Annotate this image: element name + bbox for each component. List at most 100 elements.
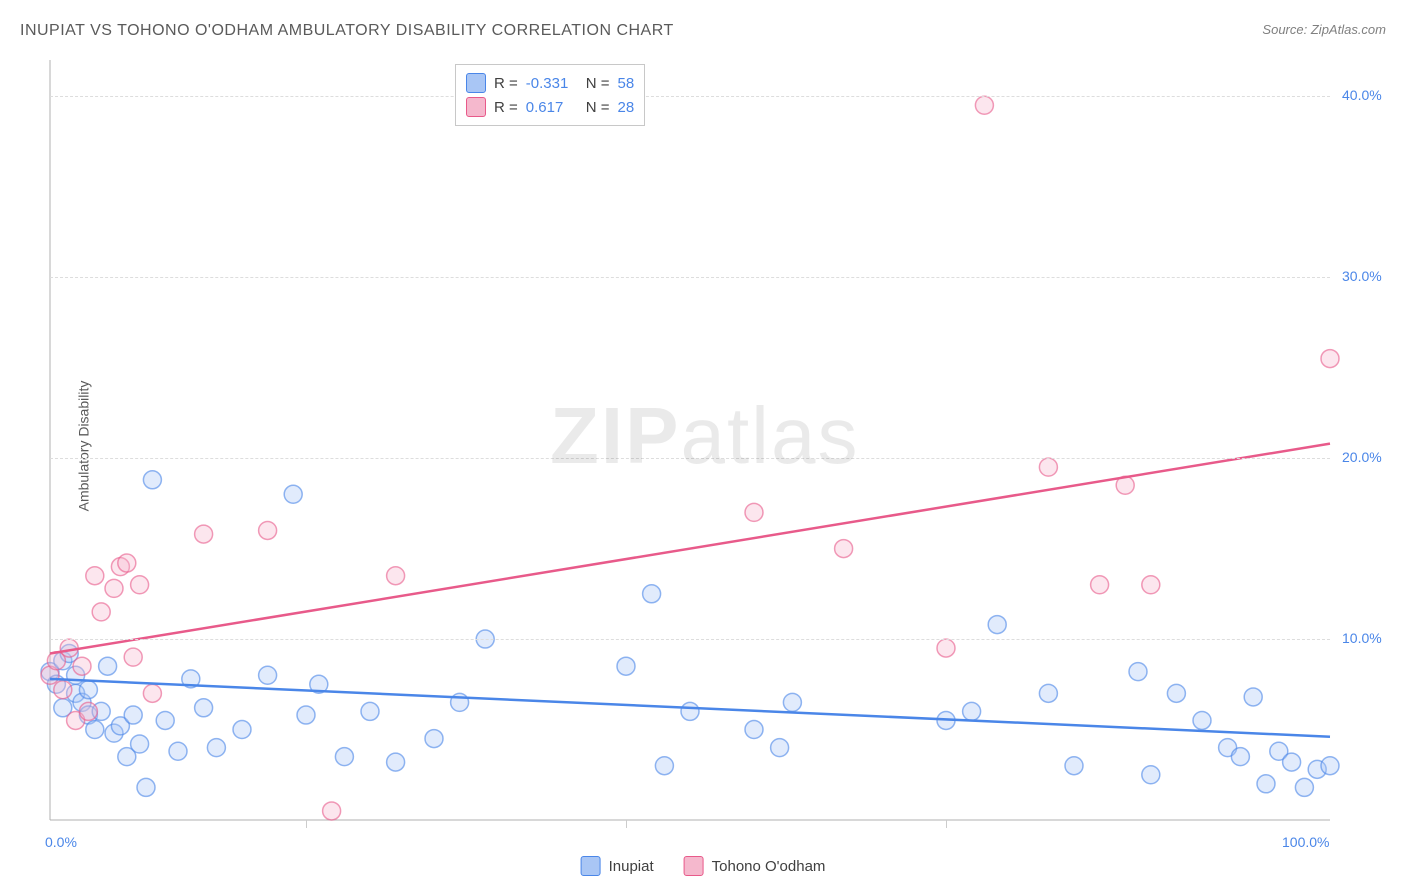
legend-item: Inupiat [581, 856, 654, 876]
y-tick-label: 10.0% [1342, 630, 1382, 646]
data-point [79, 702, 97, 720]
data-point [1321, 757, 1339, 775]
data-point [783, 693, 801, 711]
data-point [1321, 350, 1339, 368]
x-tick-label: 100.0% [1282, 834, 1329, 850]
n-label: N = [586, 99, 610, 116]
data-point [1167, 684, 1185, 702]
stats-legend-box: R = -0.331 N = 58 R = 0.617 N = 28 [455, 64, 645, 126]
data-point [1142, 576, 1160, 594]
data-point [207, 739, 225, 757]
data-point [54, 681, 72, 699]
data-point [617, 657, 635, 675]
data-point [655, 757, 673, 775]
r-value: 0.617 [526, 99, 578, 116]
x-tick-label: 0.0% [45, 834, 77, 850]
legend-swatch [466, 97, 486, 117]
y-tick-label: 20.0% [1342, 449, 1382, 465]
r-value: -0.331 [526, 75, 578, 92]
source-label: Source: ZipAtlas.com [1262, 22, 1386, 37]
x-tick-mark [946, 820, 947, 828]
legend-item: Tohono O'odham [684, 856, 826, 876]
data-point [195, 699, 213, 717]
data-point [643, 585, 661, 603]
grid-line [50, 639, 1330, 640]
data-point [124, 706, 142, 724]
data-point [1129, 663, 1147, 681]
data-point [284, 485, 302, 503]
data-point [835, 540, 853, 558]
data-point [387, 567, 405, 585]
data-point [1295, 778, 1313, 796]
data-point [1065, 757, 1083, 775]
data-point [86, 721, 104, 739]
data-point [1091, 576, 1109, 594]
n-value: 58 [618, 75, 635, 92]
data-point [1257, 775, 1275, 793]
data-point [137, 778, 155, 796]
data-point [387, 753, 405, 771]
y-tick-label: 40.0% [1342, 87, 1382, 103]
data-point [975, 96, 993, 114]
data-point [988, 616, 1006, 634]
data-point [105, 579, 123, 597]
data-point [361, 702, 379, 720]
y-tick-label: 30.0% [1342, 268, 1382, 284]
data-point [297, 706, 315, 724]
grid-line [50, 96, 1330, 97]
n-value: 28 [618, 99, 635, 116]
source-name: ZipAtlas.com [1311, 22, 1386, 37]
legend-swatch [684, 856, 704, 876]
x-tick-mark [306, 820, 307, 828]
data-point [937, 639, 955, 657]
data-point [323, 802, 341, 820]
legend-swatch [581, 856, 601, 876]
data-point [92, 603, 110, 621]
n-label: N = [586, 75, 610, 92]
data-point [86, 567, 104, 585]
x-tick-mark [626, 820, 627, 828]
data-point [963, 702, 981, 720]
data-point [335, 748, 353, 766]
data-point [131, 735, 149, 753]
data-point [425, 730, 443, 748]
data-point [131, 576, 149, 594]
data-point [79, 681, 97, 699]
data-point [259, 521, 277, 539]
legend-label: Inupiat [609, 858, 654, 875]
data-point [1244, 688, 1262, 706]
source-prefix: Source: [1262, 22, 1307, 37]
data-point [1193, 711, 1211, 729]
chart-title: INUPIAT VS TOHONO O'ODHAM AMBULATORY DIS… [20, 22, 674, 40]
data-point [1231, 748, 1249, 766]
data-point [745, 721, 763, 739]
grid-line [50, 277, 1330, 278]
data-point [259, 666, 277, 684]
scatter-chart [50, 60, 1330, 820]
data-point [99, 657, 117, 675]
data-point [1039, 458, 1057, 476]
plot-area: 10.0%20.0%30.0%40.0% 0.0%100.0% ZIPatlas [50, 60, 1330, 820]
data-point [1039, 684, 1057, 702]
trend-line [50, 444, 1330, 654]
stats-row: R = -0.331 N = 58 [466, 71, 634, 95]
data-point [169, 742, 187, 760]
data-point [681, 702, 699, 720]
data-point [124, 648, 142, 666]
data-point [118, 554, 136, 572]
data-point [745, 503, 763, 521]
data-point [233, 721, 251, 739]
bottom-legend: Inupiat Tohono O'odham [581, 856, 826, 876]
data-point [1283, 753, 1301, 771]
data-point [73, 657, 91, 675]
data-point [771, 739, 789, 757]
r-label: R = [494, 75, 518, 92]
data-point [195, 525, 213, 543]
r-label: R = [494, 99, 518, 116]
data-point [1142, 766, 1160, 784]
data-point [143, 471, 161, 489]
grid-line [50, 458, 1330, 459]
legend-swatch [466, 73, 486, 93]
legend-label: Tohono O'odham [712, 858, 826, 875]
data-point [156, 711, 174, 729]
